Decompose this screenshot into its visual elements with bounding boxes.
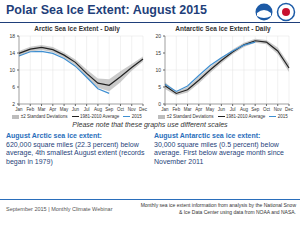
html-text:September 2015 | Monthly Clima: September 2015 | Monthly Climate Webinar	[6, 206, 113, 212]
svg-text:Sep: Sep	[105, 107, 114, 112]
svg-text:20: 20	[155, 33, 161, 39]
html-text:Arctic Sea Ice Extent - Daily: Arctic Sea Ice Extent - Daily	[34, 25, 120, 32]
svg-text:Oct: Oct	[117, 107, 125, 112]
html-text:Please note that these graphs: Please note that these graphs use differ…	[72, 121, 228, 128]
html-text:August Antarctic sea ice exten: August Antarctic sea ice extent:	[154, 132, 261, 139]
html-text:2015: 2015	[277, 114, 288, 119]
svg-text:Apr: Apr	[49, 107, 57, 112]
svg-text:Nov: Nov	[128, 107, 137, 112]
svg-text:15: 15	[155, 50, 161, 56]
html-text:30,000 square miles (0.5 perce: 30,000 square miles (0.5 percent) below …	[154, 140, 284, 165]
html-text:1981-2010 Average: 1981-2010 Average	[80, 114, 120, 119]
html-text:1981-2010 Average: 1981-2010 Average	[226, 114, 266, 119]
svg-text:Nov: Nov	[274, 107, 283, 112]
html-text:Monthly sea ice extent informa: Monthly sea ice extent information from …	[140, 202, 296, 215]
svg-text:Jun: Jun	[218, 107, 226, 112]
svg-text:5: 5	[158, 84, 161, 90]
html-text:620,000 square miles (22.3 per: 620,000 square miles (22.3 percent) belo…	[6, 140, 145, 165]
svg-text:10: 10	[155, 67, 161, 73]
svg-text:Jan: Jan	[15, 107, 23, 112]
svg-text:14: 14	[9, 50, 15, 56]
html-text:±2 Standard Deviations: ±2 Standard Deviations	[166, 114, 214, 119]
svg-text:Jul: Jul	[230, 107, 236, 112]
html-text:Polar Sea Ice Extent: August 2: Polar Sea Ice Extent: August 2015	[6, 3, 207, 17]
svg-text:Apr: Apr	[195, 107, 203, 112]
svg-text:May: May	[206, 107, 215, 112]
svg-text:Sep: Sep	[251, 107, 260, 112]
svg-text:6: 6	[12, 84, 15, 90]
svg-text:Dec: Dec	[285, 107, 292, 112]
svg-text:Dec: Dec	[139, 107, 148, 112]
svg-text:Feb: Feb	[172, 107, 180, 112]
svg-text:Aug: Aug	[240, 107, 249, 112]
html-text:Antarctic Sea Ice Extent - Dai: Antarctic Sea Ice Extent - Daily	[175, 25, 271, 32]
svg-text:Oct: Oct	[263, 107, 271, 112]
svg-text:Mar: Mar	[184, 107, 192, 112]
svg-text:Mar: Mar	[38, 107, 46, 112]
svg-text:Jun: Jun	[72, 107, 80, 112]
html-text:2015: 2015	[131, 114, 142, 119]
svg-text:10: 10	[9, 67, 15, 73]
html-text:August Arctic sea ice extent:: August Arctic sea ice extent:	[6, 132, 102, 139]
svg-text:Jan: Jan	[161, 107, 169, 112]
svg-text:0: 0	[158, 101, 161, 107]
svg-text:18: 18	[9, 33, 15, 39]
svg-text:Aug: Aug	[94, 107, 103, 112]
html-text:±2 Standard Deviations: ±2 Standard Deviations	[20, 114, 68, 119]
svg-text:Jul: Jul	[84, 107, 90, 112]
svg-text:May: May	[60, 107, 69, 112]
svg-text:Feb: Feb	[26, 107, 34, 112]
svg-text:2: 2	[12, 101, 15, 107]
